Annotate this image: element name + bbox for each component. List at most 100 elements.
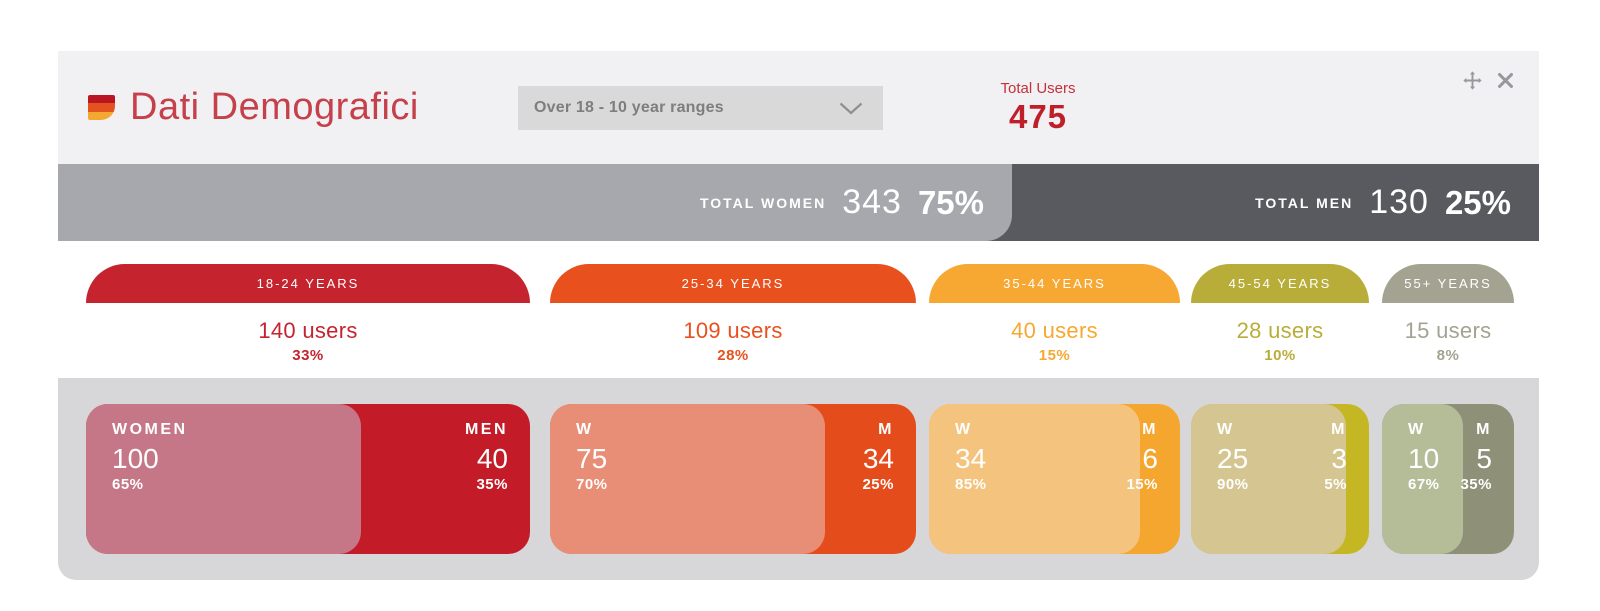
women-percent: 85%	[955, 476, 987, 494]
widget-title: Dati Demografici	[130, 86, 419, 128]
women-stats: WOMEN 100 65%	[112, 421, 188, 493]
brand: Dati Demografici	[88, 51, 419, 164]
men-label: M	[878, 421, 894, 438]
total-women-bar: TOTAL WOMEN 343 75%	[58, 164, 1012, 241]
chevron-down-icon	[839, 102, 863, 115]
women-label: W	[576, 421, 594, 438]
split-card-55-plus: W 10 67% M 5 35%	[1382, 404, 1514, 554]
women-segment	[929, 404, 1140, 554]
women-label: WOMEN	[112, 421, 188, 438]
age-pill: 18-24 YEARS	[86, 264, 530, 303]
age-pill: 55+ YEARS	[1382, 264, 1514, 303]
total-users-value: 475	[1008, 98, 1068, 135]
split-card-25-34: W 75 70% M 34 25%	[550, 404, 916, 554]
men-stats: M 34 25%	[862, 421, 894, 493]
women-stats: W 75 70%	[576, 421, 608, 493]
split-card-18-24: WOMEN 100 65% MEN 40 35%	[86, 404, 530, 554]
women-count: 34	[955, 443, 987, 474]
close-icon[interactable]	[1497, 72, 1514, 89]
range-percent: 33%	[292, 347, 324, 364]
move-icon[interactable]	[1463, 71, 1482, 90]
gender-split-band: WOMEN 100 65% MEN 40 35% W 75 70%	[58, 378, 1539, 580]
age-ranges-row: 18-24 YEARS 140 users 33% 25-34 YEARS 10…	[58, 241, 1539, 378]
age-pill-label: 45-54 YEARS	[1228, 276, 1332, 291]
women-stats: W 34 85%	[955, 421, 987, 493]
range-users: 28 users	[1236, 318, 1324, 343]
age-pill-label: 35-44 YEARS	[1003, 276, 1106, 291]
total-users-label: Total Users	[1000, 80, 1076, 97]
range-percent: 15%	[1038, 347, 1071, 364]
women-label: W	[955, 421, 973, 438]
men-stats: M 5 35%	[1460, 421, 1492, 493]
age-pill-label: 55+ YEARS	[1404, 276, 1492, 291]
age-pill-label: 25-34 YEARS	[681, 276, 785, 291]
total-men-bar: TOTAL MEN 130 25%	[1012, 164, 1539, 241]
men-label: M	[1142, 421, 1158, 438]
total-women-count: 343	[842, 183, 902, 221]
men-count: 6	[1142, 443, 1158, 474]
total-men-count: 130	[1369, 183, 1429, 221]
women-segment	[550, 404, 825, 554]
range-users: 40 users	[1011, 318, 1098, 343]
women-segment	[86, 404, 362, 554]
total-users-summary: Total Users 475	[993, 80, 1083, 136]
men-percent: 25%	[862, 476, 894, 494]
men-label: MEN	[464, 421, 508, 438]
men-percent: 15%	[1126, 476, 1158, 494]
men-percent: 5%	[1324, 476, 1347, 494]
total-men-label: TOTAL MEN	[1255, 194, 1354, 211]
age-range-dropdown[interactable]: Over 18 - 10 year ranges	[518, 86, 883, 130]
men-percent: 35%	[476, 476, 508, 494]
women-label: W	[1217, 421, 1235, 438]
men-count: 5	[1476, 443, 1492, 474]
split-card-45-54: W 25 90% M 3 5%	[1191, 404, 1369, 554]
widget-header: Dati Demografici Over 18 - 10 year range…	[58, 51, 1539, 164]
women-count: 100	[112, 443, 159, 474]
age-range-45-54: 45-54 YEARS 28 users 10%	[1191, 264, 1369, 378]
women-percent: 90%	[1217, 476, 1249, 494]
logo-stripe-bottom	[88, 111, 115, 120]
age-pill: 35-44 YEARS	[929, 264, 1180, 303]
range-users: 15 users	[1404, 318, 1492, 343]
men-count: 40	[476, 443, 508, 474]
men-label: M	[1476, 421, 1492, 438]
window-controls	[1463, 71, 1514, 90]
women-segment	[1382, 404, 1463, 554]
women-stats: W 10 67%	[1408, 421, 1440, 493]
men-count: 34	[862, 443, 894, 474]
women-label: W	[1408, 421, 1426, 438]
men-percent: 35%	[1460, 476, 1492, 494]
age-range-25-34: 25-34 YEARS 109 users 28%	[550, 264, 916, 378]
gender-totals-bar: TOTAL WOMEN 343 75% TOTAL MEN 130 25%	[58, 164, 1539, 241]
men-count: 3	[1331, 443, 1347, 474]
demographics-widget: Dati Demografici Over 18 - 10 year range…	[58, 51, 1539, 580]
age-pill: 25-34 YEARS	[550, 264, 916, 303]
age-range-35-44: 35-44 YEARS 40 users 15%	[929, 264, 1180, 378]
women-stats: W 25 90%	[1217, 421, 1249, 493]
dropdown-selected-value: Over 18 - 10 year ranges	[534, 99, 724, 116]
women-count: 10	[1408, 443, 1440, 474]
age-pill-label: 18-24 YEARS	[256, 276, 360, 291]
age-pill: 45-54 YEARS	[1191, 264, 1369, 303]
age-range-18-24: 18-24 YEARS 140 users 33%	[86, 264, 530, 378]
total-women-percent: 75%	[917, 183, 984, 221]
women-percent: 67%	[1408, 476, 1440, 494]
range-percent: 10%	[1264, 347, 1296, 364]
women-count: 25	[1217, 443, 1249, 474]
range-users: 109 users	[683, 318, 783, 343]
men-stats: MEN 40 35%	[465, 421, 508, 493]
total-men-percent: 25%	[1444, 183, 1511, 221]
split-card-35-44: W 34 85% M 6 15%	[929, 404, 1180, 554]
women-segment	[1191, 404, 1346, 554]
men-stats: M 6 15%	[1126, 421, 1158, 493]
total-women-label: TOTAL WOMEN	[699, 194, 827, 211]
demographics-logo-icon	[88, 95, 115, 120]
logo-stripe-top	[88, 95, 115, 104]
women-percent: 70%	[576, 476, 608, 494]
logo-stripe-mid	[88, 103, 115, 112]
range-percent: 8%	[1436, 347, 1460, 364]
age-range-55-plus: 55+ YEARS 15 users 8%	[1382, 264, 1514, 378]
range-percent: 28%	[717, 347, 749, 364]
women-percent: 65%	[112, 476, 144, 494]
